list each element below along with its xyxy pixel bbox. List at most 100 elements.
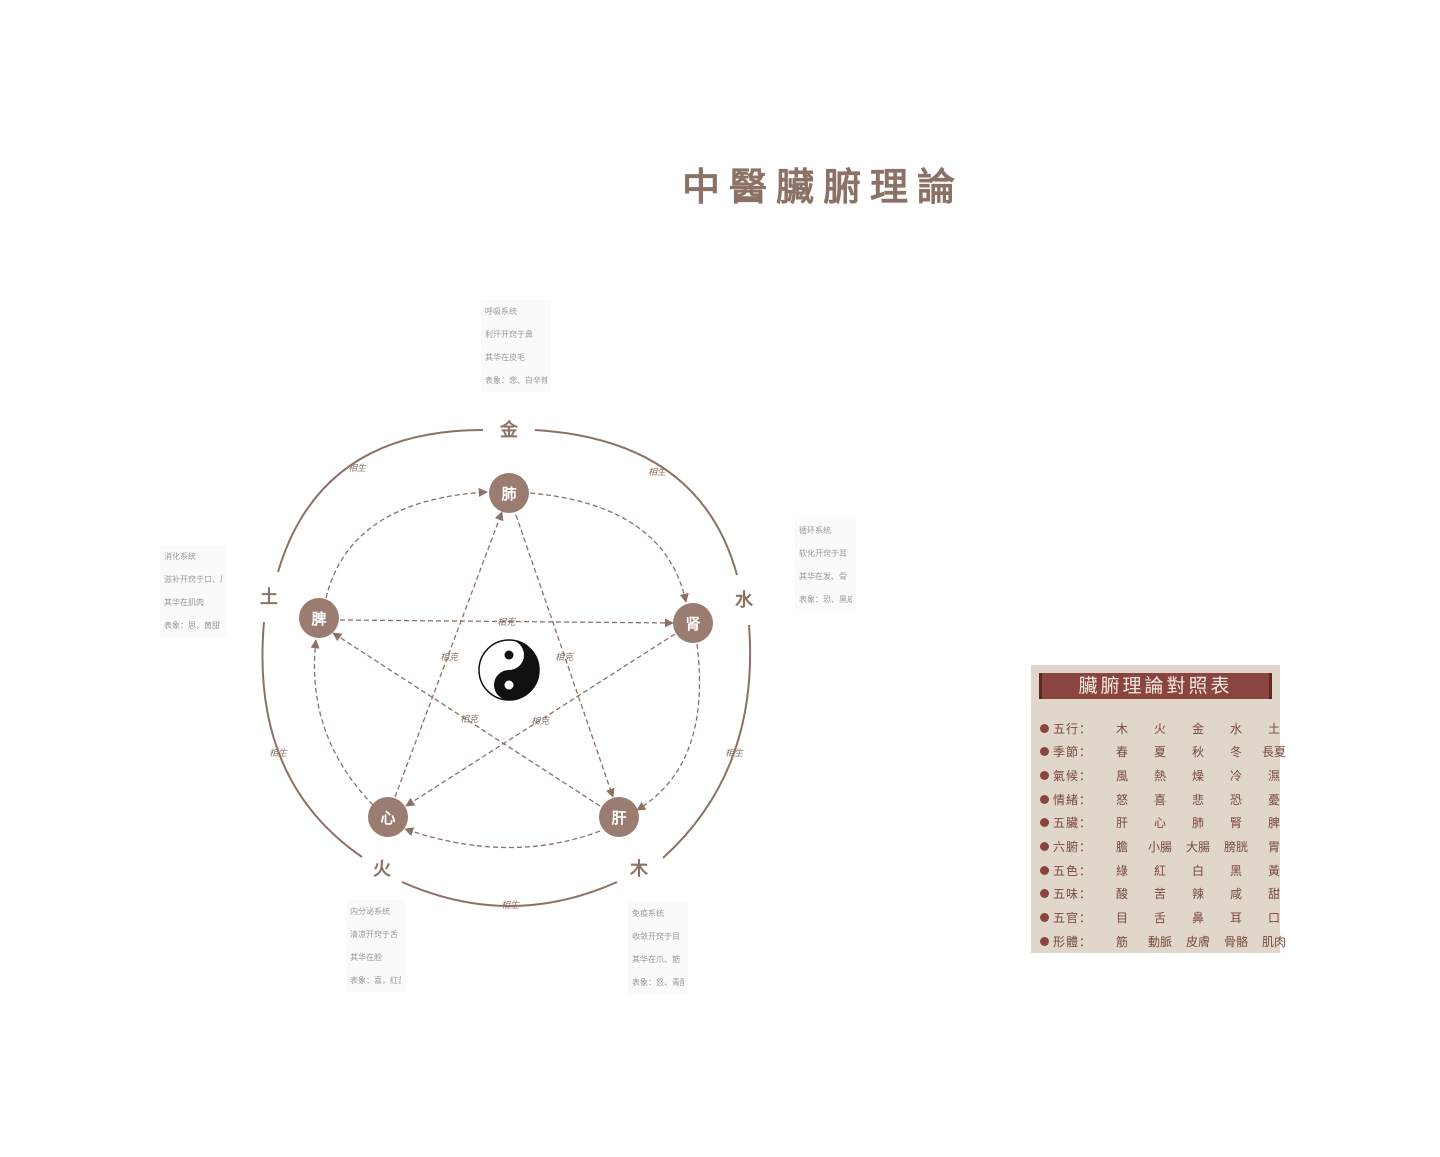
- table-cell: 熱: [1153, 768, 1166, 783]
- table-cell: 金: [1191, 721, 1204, 736]
- note-metal-line: 表象：悲、白辛辣: [485, 376, 547, 385]
- table-cell: 苦: [1153, 887, 1166, 902]
- organ-kidney: 肾: [685, 615, 700, 633]
- arc-fire-earth: [261, 621, 363, 858]
- note-wood-line: 其华在爪、筋: [632, 955, 680, 964]
- organ-node-lung[interactable]: 肺: [489, 473, 529, 513]
- bullet-icon: [1040, 889, 1049, 899]
- arc-metal-water: [534, 429, 738, 576]
- table-row-label: 六腑：: [1053, 840, 1093, 854]
- table-cell: 燥: [1191, 768, 1204, 783]
- note-fire-line: 其华在脸: [350, 953, 382, 962]
- note-fire-line: 表象：喜，红苦: [350, 976, 401, 985]
- organ-node-liver[interactable]: 肝: [599, 797, 639, 837]
- note-water-line: 表象：恐、黑咸: [799, 595, 852, 604]
- note-water-line: 循环系统: [799, 526, 831, 535]
- element-fire: 火: [373, 859, 392, 880]
- table-cell: 肺: [1191, 816, 1204, 831]
- table-cell: 耳: [1229, 911, 1242, 926]
- table-cell: 大腸: [1185, 840, 1210, 854]
- table-cell: 憂: [1267, 792, 1280, 807]
- table-cell: 心: [1153, 816, 1166, 831]
- table-cell: 腎: [1229, 816, 1242, 831]
- note-metal-line: 利汗开窍于鼻: [485, 330, 533, 339]
- table-cell: 白: [1191, 863, 1204, 878]
- inner-generating-ring: [310, 487, 701, 849]
- organ-node-spleen[interactable]: 脾: [299, 598, 339, 638]
- inner-arc-spleen-lung: [325, 487, 488, 599]
- table-cell: 小腸: [1147, 840, 1172, 854]
- bullet-icon: [1040, 723, 1049, 733]
- label-restraining-kidney-heart: 相克: [531, 716, 551, 727]
- note-earth-line: 其华在肌肉: [164, 598, 204, 607]
- label-generating-earth-metal: 相生: [348, 463, 367, 474]
- table-row: 形體： 筋 動脈 皮膚 骨骼 肌肉: [1031, 929, 1286, 953]
- table-cell: 皮膚: [1185, 934, 1210, 949]
- restraining-star: [332, 511, 676, 807]
- table-cell: 火: [1153, 721, 1166, 736]
- organ-node-kidney[interactable]: 肾: [673, 603, 713, 643]
- table-cell: 舌: [1153, 911, 1166, 926]
- table-cell: 動脈: [1147, 934, 1172, 949]
- note-earth-line: 表象：思，黄甜: [164, 621, 220, 630]
- bullet-icon: [1040, 794, 1049, 804]
- label-restraining-spleen-kidney: 相克: [497, 617, 517, 628]
- table-cell: 長夏: [1261, 745, 1286, 760]
- note-earth: 消化系统 滋补开窍于口、唇 其华在肌肉 表象：思，黄甜: [160, 545, 226, 637]
- note-wood: 免疫系统 收敛开窍于目 其华在爪、筋 表象：怒、青酸: [628, 902, 688, 994]
- page-title: 中醫臟腑理論: [682, 165, 965, 209]
- table-row: 五臟： 肝 心 肺 腎 脾: [1031, 811, 1280, 835]
- arc-water-wood: [662, 624, 752, 859]
- table-row-label: 五官：: [1053, 911, 1093, 926]
- table-cell: 悲: [1191, 792, 1204, 807]
- table-cell: 口: [1267, 911, 1280, 926]
- table-cell: 喜: [1153, 792, 1166, 807]
- line-heart-lung: [394, 511, 504, 798]
- note-wood-line: 免疫系统: [632, 909, 664, 918]
- generating-ring: [261, 429, 752, 907]
- table-cell: 紅: [1153, 863, 1166, 878]
- note-water-line: 其华在发、骨: [799, 572, 847, 581]
- table-row: 六腑： 膽 小腸 大腸 膀胱 胃: [1031, 835, 1280, 859]
- organ-node-heart[interactable]: 心: [368, 797, 408, 837]
- table-row: 五味： 酸 苦 辣 咸 甜: [1031, 882, 1280, 906]
- note-water-line: 软化开窍于耳: [799, 549, 847, 558]
- table-cell: 木: [1115, 721, 1128, 736]
- note-earth-line: 滋补开窍于口、唇: [164, 575, 222, 584]
- inner-arc-liver-heart: [404, 827, 601, 849]
- note-metal-line: 其华在皮毛: [485, 353, 525, 362]
- table-cell: 目: [1115, 911, 1128, 926]
- inner-arc-lung-kidney: [529, 492, 689, 603]
- table-row: 五官： 目 舌 鼻 耳 口: [1031, 906, 1280, 930]
- element-wood: 木: [629, 858, 649, 880]
- organ-heart: 心: [380, 809, 395, 827]
- table-cell: 筋: [1115, 934, 1128, 949]
- note-fire-line: 内分泌系统: [350, 907, 390, 916]
- note-water: 循环系统 软化开窍于耳 其华在发、骨 表象：恐、黑咸: [795, 519, 856, 609]
- table-cell: 冷: [1229, 768, 1242, 783]
- note-fire-line: 清凉开窍于舌: [350, 930, 398, 939]
- bullet-icon: [1040, 770, 1049, 780]
- note-fire: 内分泌系统 清凉开窍于舌 其华在脸 表象：喜，红苦: [346, 900, 405, 992]
- table-cell: 鼻: [1191, 911, 1204, 926]
- element-metal: 金: [499, 419, 519, 441]
- reference-table-title: 臟腑理論對照表: [1039, 673, 1272, 699]
- bullet-icon: [1040, 818, 1049, 828]
- label-restraining-liver-spleen: 相克: [460, 714, 480, 725]
- organ-lung: 肺: [501, 485, 516, 503]
- table-cell: 濕: [1267, 768, 1280, 783]
- reference-table: 臟腑理論對照表 五行： 木 火 金 水 土季節： 春 夏 秋 冬 長夏 氣候： 風 熱 燥 冷 濕情緒： 怒 喜 悲 恐…: [1031, 665, 1286, 953]
- label-restraining-heart-lung: 相克: [440, 652, 460, 663]
- table-cell: 膽: [1115, 840, 1128, 854]
- note-wood-line: 收敛开窍于目: [632, 932, 680, 941]
- bullet-icon: [1040, 936, 1049, 946]
- label-generating-metal-water: 相生: [648, 467, 667, 478]
- element-earth: 土: [260, 587, 278, 608]
- table-cell: 辣: [1191, 887, 1204, 902]
- table-cell: 咸: [1229, 887, 1242, 902]
- note-metal-line: 呼吸系统: [485, 307, 517, 316]
- arc-earth-metal: [277, 429, 484, 573]
- table-cell: 黑: [1229, 863, 1242, 878]
- table-cell: 膀胱: [1223, 840, 1248, 854]
- label-generating-water-wood: 相生: [725, 748, 744, 759]
